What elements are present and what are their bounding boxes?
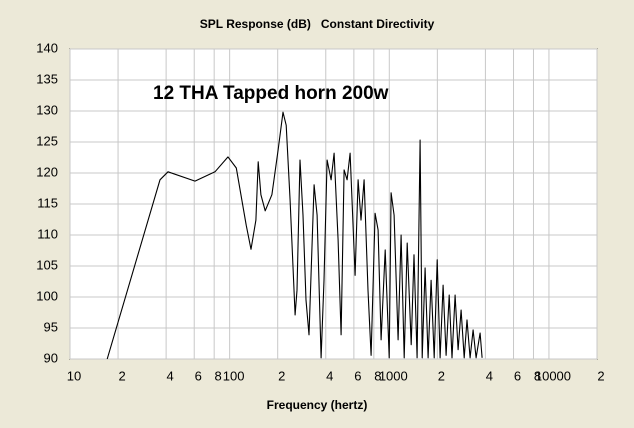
x-axis-label: Frequency (hertz) — [267, 398, 368, 412]
x-tick-label: 6 — [354, 368, 361, 383]
y-tick-label: 110 — [37, 226, 58, 241]
y-tick-label: 120 — [36, 164, 58, 179]
x-tick-label: 6 — [195, 368, 202, 383]
y-tick-label: 100 — [36, 288, 58, 303]
x-tick-label: 10000 — [535, 368, 571, 383]
chart-title: SPL Response (dB) Constant Directivity — [200, 17, 435, 31]
x-tick-label: 6 — [514, 368, 521, 383]
y-tick-label: 95 — [44, 319, 58, 334]
x-tick-label: 8 — [374, 368, 381, 383]
x-tick-label: 100 — [223, 368, 245, 383]
y-tick-label: 140 — [36, 40, 58, 55]
y-tick-label: 90 — [44, 350, 58, 365]
y-tick-label: 125 — [36, 133, 58, 148]
spl-line — [106, 111, 483, 360]
y-tick-label: 135 — [36, 71, 58, 86]
y-tick-label: 115 — [37, 195, 58, 210]
x-tick-label: 1000 — [379, 368, 408, 383]
x-tick-label: 4 — [486, 368, 493, 383]
y-tick-label: 130 — [36, 102, 58, 117]
x-tick-label: 4 — [326, 368, 333, 383]
x-tick-label: 8 — [534, 368, 541, 383]
x-tick-label: 4 — [166, 368, 173, 383]
x-tick-label: 2 — [438, 368, 445, 383]
x-tick-label: 2 — [118, 368, 125, 383]
x-tick-label: 2 — [278, 368, 285, 383]
x-tick-label: 10 — [67, 368, 81, 383]
annotation: 12 THA Tapped horn 200w — [153, 83, 389, 104]
y-tick-label: 105 — [36, 257, 58, 272]
x-tick-label: 2 — [597, 368, 604, 383]
x-tick-label: 8 — [215, 368, 222, 383]
